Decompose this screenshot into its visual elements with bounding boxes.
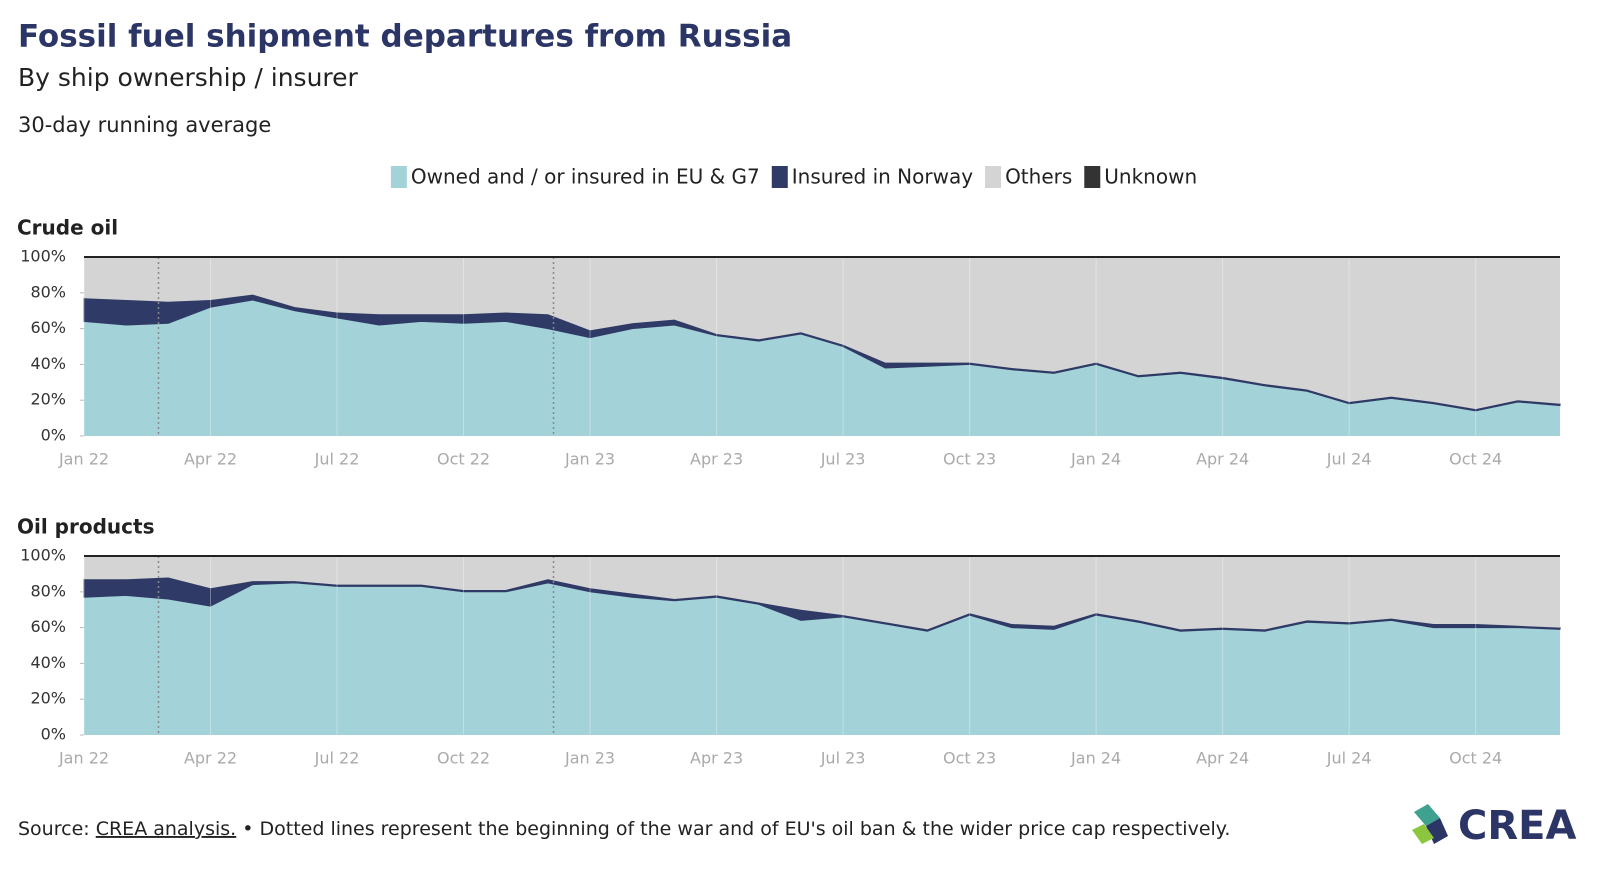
x-tick-label: Oct 23 [943, 749, 996, 768]
y-tick-label: 0% [41, 426, 66, 445]
x-tick-label: Apr 22 [184, 450, 237, 469]
legend-label: Insured in Norway [792, 165, 973, 189]
x-tick-label: Apr 24 [1196, 450, 1249, 469]
x-tick-label: Jan 24 [1070, 749, 1121, 768]
x-tick-label: Jul 23 [820, 450, 866, 469]
x-tick-label: Apr 22 [184, 749, 237, 768]
x-tick-label: Jul 24 [1326, 749, 1372, 768]
x-tick-label: Jul 24 [1326, 450, 1372, 469]
source-note: • Dotted lines represent the beginning o… [242, 818, 1230, 840]
y-tick-label: 100% [20, 546, 66, 565]
x-tick-label: Jul 22 [314, 749, 360, 768]
x-tick-label: Oct 22 [437, 450, 490, 469]
x-tick-label: Oct 24 [1449, 749, 1502, 768]
area-2 [84, 556, 1560, 630]
legend-swatch [771, 166, 788, 188]
y-tick-label: 60% [30, 318, 66, 337]
logo-icon [1414, 804, 1440, 826]
area-0 [84, 300, 1560, 436]
area-2 [84, 257, 1560, 410]
panel-title: Crude oil [17, 216, 118, 240]
x-tick-label: Jan 23 [564, 749, 615, 768]
legend-swatch [390, 166, 407, 188]
y-tick-label: 80% [30, 581, 66, 600]
legend-swatch [1084, 166, 1101, 188]
source: Source: CREA analysis. • Dotted lines re… [18, 818, 1230, 840]
x-tick-label: Oct 23 [943, 450, 996, 469]
chart-note: 30-day running average [18, 113, 271, 137]
x-tick-label: Jan 23 [564, 450, 615, 469]
x-tick-label: Apr 23 [690, 749, 743, 768]
logo-icon [1412, 824, 1434, 844]
x-tick-label: Jul 22 [314, 450, 360, 469]
x-tick-label: Jan 22 [58, 450, 109, 469]
logo: CREA [1412, 803, 1576, 849]
x-tick-label: Jan 24 [1070, 450, 1121, 469]
legend-label: Others [1005, 165, 1072, 189]
chart-title: Fossil fuel shipment departures from Rus… [18, 19, 792, 55]
y-tick-label: 20% [30, 390, 66, 409]
x-tick-label: Oct 24 [1449, 450, 1502, 469]
y-tick-label: 40% [30, 354, 66, 373]
area-0 [84, 582, 1560, 735]
y-tick-label: 0% [41, 725, 66, 744]
x-tick-label: Jul 23 [820, 749, 866, 768]
legend-label: Owned and / or insured in EU & G7 [411, 165, 760, 189]
x-tick-label: Apr 24 [1196, 749, 1249, 768]
source-prefix: Source: [18, 818, 90, 840]
x-tick-label: Apr 23 [690, 450, 743, 469]
legend: Owned and / or insured in EU & G7 Insured… [390, 165, 1197, 189]
legend-label: Unknown [1104, 165, 1197, 189]
chart-subtitle: By ship ownership / insurer [18, 63, 359, 92]
y-tick-label: 40% [30, 653, 66, 672]
source-link[interactable]: CREA analysis. [96, 818, 236, 840]
panel-title: Oil products [17, 515, 154, 539]
logo-text: CREA [1458, 803, 1576, 849]
y-tick-label: 20% [30, 689, 66, 708]
x-tick-label: Jan 22 [58, 749, 109, 768]
y-tick-label: 80% [30, 282, 66, 301]
y-tick-label: 100% [20, 247, 66, 266]
x-tick-label: Oct 22 [437, 749, 490, 768]
y-tick-label: 60% [30, 617, 66, 636]
legend-swatch [985, 166, 1002, 188]
